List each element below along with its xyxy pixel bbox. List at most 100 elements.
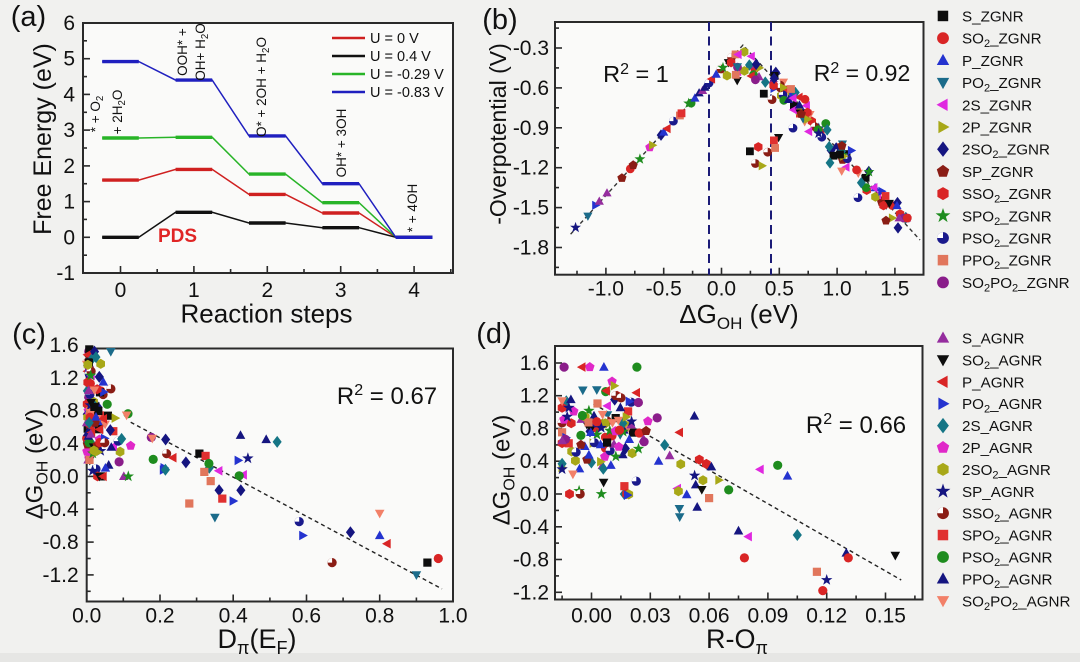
svg-text:(b): (b)	[482, 4, 517, 36]
svg-text:+ 2H2O: + 2H2O	[110, 90, 128, 135]
svg-text:0.12: 0.12	[806, 605, 847, 628]
svg-text:1: 1	[63, 191, 75, 214]
svg-text:2P_AGNR: 2P_AGNR	[962, 440, 1033, 457]
svg-text:PDS: PDS	[158, 226, 197, 247]
svg-text:SP_AGNR: SP_AGNR	[962, 484, 1035, 501]
svg-text:PPO2_AGNR: PPO2_AGNR	[962, 571, 1053, 591]
svg-text:0.0: 0.0	[520, 483, 549, 506]
svg-text:OH* + 3OH: OH* + 3OH	[334, 109, 349, 178]
svg-text:P_AGNR: P_AGNR	[962, 374, 1024, 391]
svg-text:4: 4	[63, 83, 75, 106]
svg-text:0.8: 0.8	[49, 400, 78, 423]
svg-text:ΔGOH (eV): ΔGOH (eV)	[679, 299, 798, 333]
svg-text:2SO2_ZGNR: 2SO2_ZGNR	[962, 142, 1050, 162]
svg-text:SPO2_ZGNR: SPO2_ZGNR	[962, 208, 1052, 228]
svg-text:3: 3	[335, 279, 347, 302]
svg-text:2S_ZGNR: 2S_ZGNR	[962, 97, 1032, 114]
svg-text:2P_ZGNR: 2P_ZGNR	[962, 120, 1032, 137]
svg-text:P_ZGNR: P_ZGNR	[962, 53, 1024, 70]
svg-text:1.6: 1.6	[520, 352, 549, 375]
svg-text:2S_AGNR: 2S_AGNR	[962, 418, 1033, 435]
svg-text:1.0: 1.0	[822, 278, 851, 301]
svg-text:SSO2_AGNR: SSO2_AGNR	[962, 506, 1053, 526]
svg-text:4: 4	[408, 279, 420, 302]
svg-text:0.09: 0.09	[747, 605, 788, 628]
svg-text:-1.8: -1.8	[513, 237, 549, 260]
svg-text:0.0: 0.0	[707, 278, 736, 301]
svg-text:U = -0.29 V: U = -0.29 V	[370, 67, 444, 83]
svg-text:-1.0: -1.0	[588, 278, 624, 301]
svg-text:ΔGOH (eV): ΔGOH (eV)	[22, 409, 52, 520]
svg-text:2: 2	[63, 155, 75, 178]
svg-text:R2 = 0.67: R2 = 0.67	[337, 382, 437, 410]
svg-text:-0.8: -0.8	[513, 549, 549, 572]
svg-text:SO2_ZGNR: SO2_ZGNR	[962, 31, 1042, 51]
svg-text:-1.2: -1.2	[513, 581, 549, 604]
svg-text:O* + 2OH + H2O: O* + 2OH + H2O	[254, 37, 272, 137]
svg-text:-0.4: -0.4	[43, 498, 80, 521]
svg-text:SSO2_ZGNR: SSO2_ZGNR	[962, 186, 1052, 206]
svg-text:0.4: 0.4	[520, 450, 550, 473]
svg-text:0.00: 0.00	[571, 605, 612, 628]
svg-text:-0.9: -0.9	[513, 117, 549, 140]
svg-text:PPO2_ZGNR: PPO2_ZGNR	[962, 253, 1052, 273]
svg-text:PO2_AGNR: PO2_AGNR	[962, 396, 1042, 416]
svg-text:SO2PO2_ZGNR: SO2PO2_ZGNR	[962, 275, 1070, 295]
svg-text:0.8: 0.8	[520, 418, 549, 441]
svg-text:Free Energy (eV): Free Energy (eV)	[29, 43, 57, 235]
svg-text:1.2: 1.2	[49, 367, 78, 390]
svg-text:6: 6	[63, 12, 75, 35]
svg-text:-1.2: -1.2	[513, 157, 549, 180]
svg-text:Reaction steps: Reaction steps	[181, 299, 353, 329]
svg-text:0.0: 0.0	[72, 605, 101, 628]
svg-text:0: 0	[115, 279, 127, 302]
svg-text:U = -0.83 V: U = -0.83 V	[370, 85, 444, 101]
svg-text:U = 0.4 V: U = 0.4 V	[370, 49, 431, 65]
svg-text:2SO2_AGNR: 2SO2_AGNR	[962, 462, 1051, 482]
svg-text:1.2: 1.2	[520, 385, 549, 408]
svg-text:(d): (d)	[476, 318, 511, 350]
svg-text:1.5: 1.5	[880, 278, 909, 301]
svg-text:PSO2_AGNR: PSO2_AGNR	[962, 550, 1053, 570]
svg-text:-Overpotential (V): -Overpotential (V)	[485, 43, 511, 225]
svg-text:0.4: 0.4	[219, 605, 249, 628]
svg-text:SO2_AGNR: SO2_AGNR	[962, 352, 1042, 372]
svg-text:S_AGNR: S_AGNR	[962, 331, 1024, 348]
svg-text:0.03: 0.03	[630, 605, 671, 628]
svg-text:0.4: 0.4	[49, 433, 79, 456]
svg-text:1.6: 1.6	[49, 334, 78, 357]
svg-text:OOH* +: OOH* +	[175, 28, 190, 76]
svg-text:(c): (c)	[12, 319, 46, 351]
svg-text:SPO2_AGNR: SPO2_AGNR	[962, 528, 1053, 548]
svg-text:PO2_ZGNR: PO2_ZGNR	[962, 75, 1042, 95]
svg-text:-0.8: -0.8	[43, 531, 79, 554]
svg-text:SO2PO2_AGNR: SO2PO2_AGNR	[962, 593, 1071, 613]
svg-text:R2 = 1: R2 = 1	[603, 61, 669, 87]
svg-text:0.0: 0.0	[49, 465, 78, 488]
svg-text:0: 0	[63, 226, 75, 249]
svg-text:0.15: 0.15	[865, 605, 906, 628]
svg-text:SP_ZGNR: SP_ZGNR	[962, 164, 1034, 181]
svg-text:* + 4OH: * + 4OH	[405, 184, 420, 232]
svg-text:-0.4: -0.4	[513, 516, 550, 539]
svg-text:R2 = 0.92: R2 = 0.92	[814, 60, 911, 86]
svg-text:3: 3	[63, 119, 75, 142]
svg-text:1: 1	[188, 279, 200, 302]
svg-text:PSO2_ZGNR: PSO2_ZGNR	[962, 231, 1052, 251]
svg-text:* + O2: * + O2	[88, 96, 106, 133]
svg-text:OH+ H2O: OH+ H2O	[193, 23, 211, 81]
svg-text:0.8: 0.8	[365, 605, 394, 628]
svg-text:-0.5: -0.5	[646, 278, 682, 301]
svg-text:0.06: 0.06	[689, 605, 730, 628]
svg-text:-0.3: -0.3	[513, 37, 549, 60]
svg-text:U = 0 V: U = 0 V	[370, 31, 419, 47]
svg-text:1.0: 1.0	[438, 605, 467, 628]
svg-text:-1: -1	[56, 262, 75, 285]
svg-text:-0.6: -0.6	[513, 77, 549, 100]
svg-text:(a): (a)	[11, 1, 46, 33]
svg-text:0.5: 0.5	[765, 278, 794, 301]
svg-text:0.2: 0.2	[145, 605, 174, 628]
svg-text:-1.2: -1.2	[43, 564, 79, 587]
svg-text:R2 = 0.66: R2 = 0.66	[806, 411, 906, 439]
svg-text:S_ZGNR: S_ZGNR	[962, 9, 1024, 26]
